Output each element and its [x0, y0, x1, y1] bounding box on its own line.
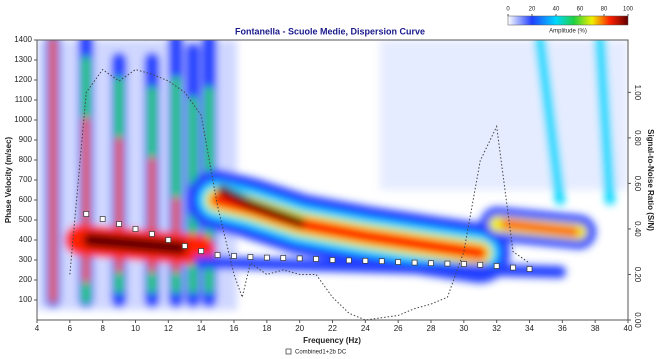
- dispersion-point: [83, 211, 90, 217]
- y-tick-label: 1300: [14, 55, 32, 64]
- dispersion-point: [444, 260, 451, 267]
- y2-tick-label: 0.20: [633, 267, 642, 283]
- colorbar-tick-label: 60: [577, 7, 584, 13]
- x-tick-label: 16: [230, 324, 239, 333]
- dispersion-point: [263, 254, 270, 261]
- x-tick-label: 38: [591, 324, 600, 333]
- x-tick-label: 18: [262, 324, 271, 333]
- y-tick-label: 400: [19, 235, 33, 244]
- dispersion-point: [362, 257, 369, 264]
- x-axis-label: Frequency (Hz): [303, 336, 361, 345]
- dispersion-point: [116, 221, 122, 227]
- dispersion-point: [378, 258, 385, 265]
- colorbar-tick-label: 40: [553, 7, 560, 13]
- colorbar-tick-label: 20: [529, 7, 536, 13]
- dispersion-point: [214, 252, 221, 258]
- x-tick-label: 12: [164, 324, 173, 333]
- x-tick-label: 36: [558, 324, 567, 333]
- y2-axis-label: Signal-to-Noise Ratio (S/N): [646, 129, 655, 231]
- dispersion-point: [198, 248, 205, 254]
- dispersion-point: [99, 216, 106, 222]
- x-tick-label: 24: [361, 324, 370, 333]
- dispersion-point: [181, 243, 188, 249]
- dispersion-point: [329, 257, 336, 263]
- dispersion-point: [149, 231, 155, 237]
- y-tick-label: 1100: [15, 95, 33, 104]
- y2-tick-label: 0.60: [633, 176, 642, 192]
- dispersion-point: [132, 226, 139, 232]
- dispersion-point: [395, 259, 402, 265]
- y-tick-label: 1400: [14, 35, 32, 44]
- dispersion-point: [428, 260, 434, 267]
- colorbar: [507, 15, 629, 26]
- x-tick-label: 40: [624, 324, 633, 333]
- x-tick-label: 10: [131, 324, 140, 333]
- x-tick-label: 8: [100, 324, 105, 333]
- y-tick-label: 200: [19, 275, 33, 284]
- snr-line: [69, 68, 530, 321]
- dispersion-point: [477, 261, 484, 268]
- colorbar-tick-label: 100: [623, 7, 634, 13]
- dispersion-point: [493, 263, 500, 269]
- colorbar-label: Amplitude (%): [549, 29, 587, 35]
- x-tick-label: 6: [68, 324, 73, 333]
- x-tick-label: 20: [295, 324, 304, 333]
- y2-tick-label: 1.00: [633, 85, 642, 101]
- y-tick-label: 1000: [14, 115, 32, 124]
- x-tick-label: 32: [492, 324, 501, 333]
- dispersion-point: [247, 254, 254, 260]
- legend-marker: [285, 348, 292, 355]
- x-tick-label: 14: [197, 324, 206, 333]
- x-tick-label: 30: [459, 324, 468, 333]
- dispersion-point: [526, 266, 533, 272]
- y-tick-label: 100: [19, 295, 33, 304]
- y-tick-label: 800: [19, 155, 33, 164]
- dispersion-point: [346, 257, 352, 264]
- y2-tick-label: 0.80: [633, 130, 642, 146]
- y-tick-label: 700: [19, 175, 33, 184]
- heatmap: [37, 40, 628, 310]
- y-tick-label: 600: [19, 195, 33, 204]
- y2-tick-label: 0.40: [633, 221, 642, 237]
- y-tick-label: 1200: [14, 75, 32, 84]
- colorbar-tick-label: 80: [601, 7, 608, 13]
- x-tick-label: 28: [427, 324, 436, 333]
- y-axis-label: Phase Velocity (m/sec): [4, 137, 13, 224]
- colorbar-tick-label: 0: [506, 7, 510, 13]
- dispersion-point: [231, 253, 237, 259]
- dispersion-point: [510, 264, 516, 271]
- dispersion-point: [411, 259, 418, 266]
- legend-label: Combined1+2b DC: [295, 350, 347, 356]
- x-tick-label: 34: [525, 324, 534, 333]
- x-tick-label: 22: [328, 324, 337, 333]
- y-tick-label: 900: [19, 135, 33, 144]
- y-tick-label: 300: [19, 255, 33, 264]
- x-tick-label: 4: [35, 324, 40, 333]
- y2-tick-label: 0.00: [633, 312, 642, 328]
- dispersion-point: [296, 255, 303, 262]
- dispersion-point: [313, 256, 319, 262]
- x-tick-label: 26: [394, 324, 403, 333]
- chart-title: Fontanella - Scuole Medie, Dispersion Cu…: [235, 26, 425, 36]
- dispersion-point: [460, 261, 467, 267]
- dispersion-point: [165, 237, 172, 243]
- y-tick-label: 500: [19, 215, 33, 224]
- dispersion-point: [280, 255, 287, 261]
